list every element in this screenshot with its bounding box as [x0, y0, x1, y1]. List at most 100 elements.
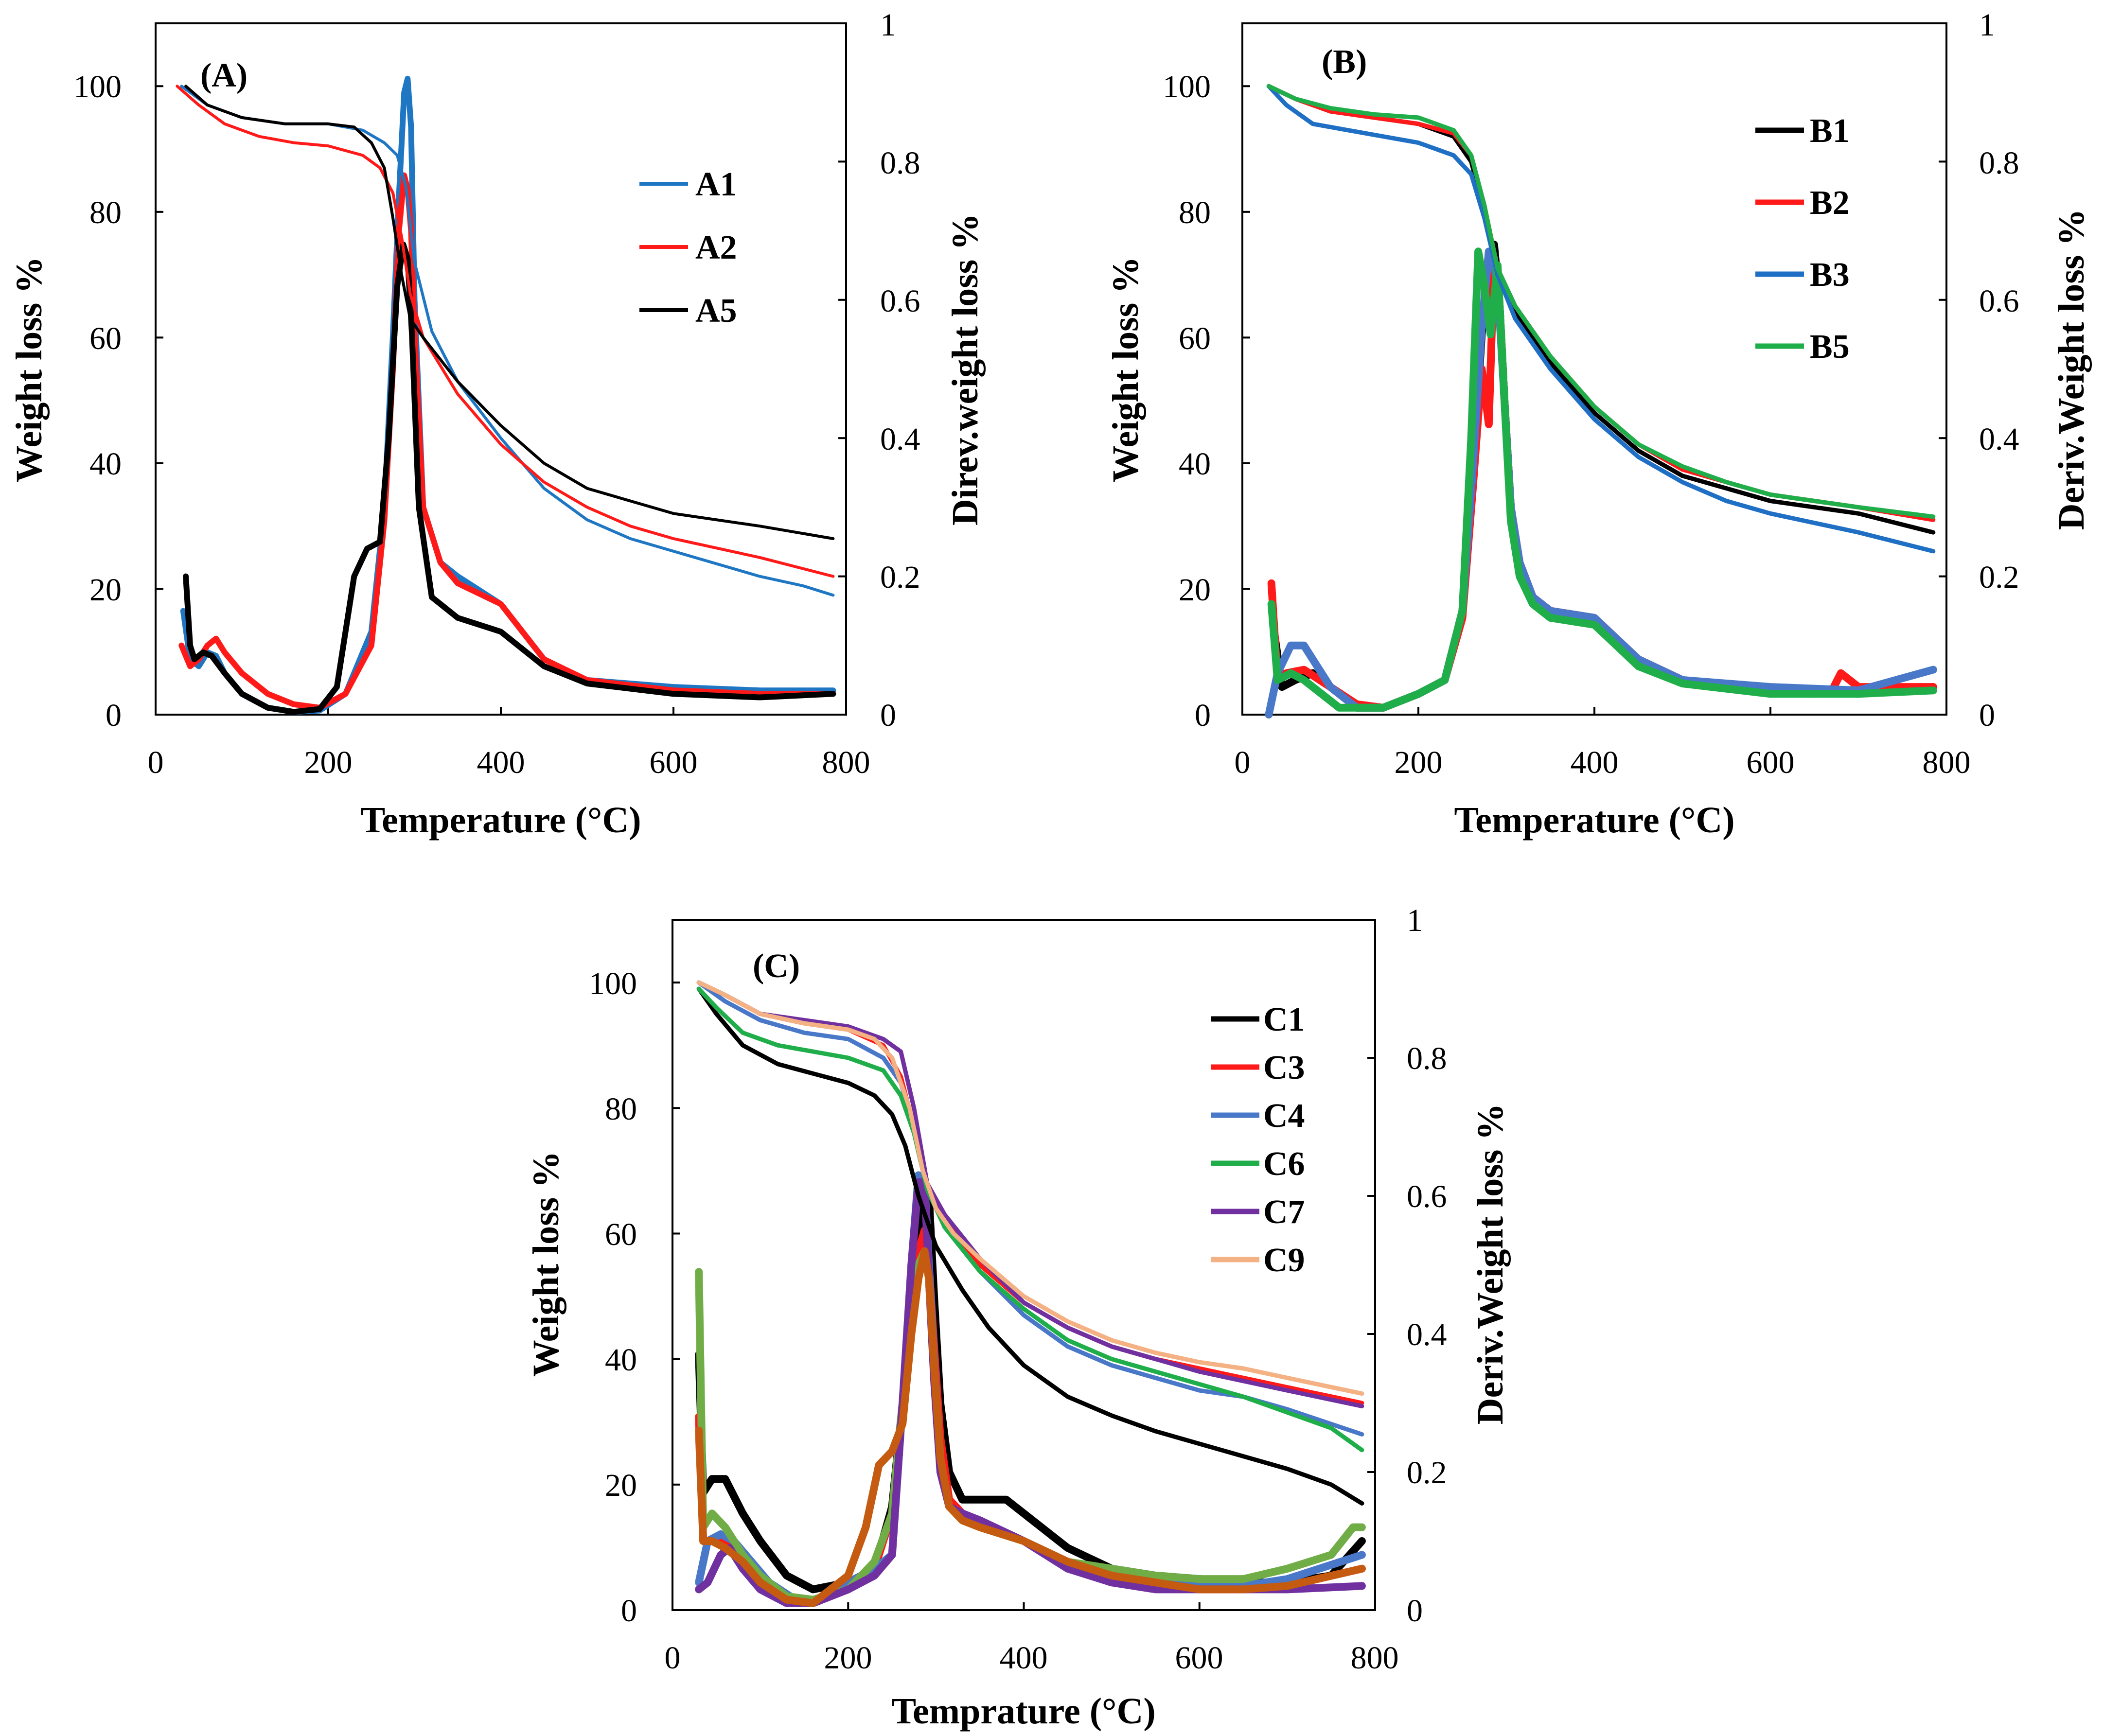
panel-a-y2-tick-1: 1 — [880, 7, 896, 43]
panel-c-chart: 0 200 400 600 800 0 20 40 60 80 100 0 0.… — [526, 903, 1511, 1732]
panel-c-y-tick-100: 100 — [589, 966, 637, 1001]
panel-b-x-tick-800: 800 — [1923, 745, 1971, 780]
panel-b-y2-tick-0.4: 0.4 — [1979, 421, 2019, 457]
panel-b-y2-tick-0: 0 — [1979, 698, 1995, 733]
panel-c-x-axis-label: Temprature (°C) — [891, 1691, 1155, 1732]
series-c1-tga-line — [696, 986, 1364, 1506]
panel-a-y-tick-60: 60 — [89, 321, 122, 356]
panel-a-x-tick-800: 800 — [822, 745, 870, 780]
panel-b-y2-tick-1: 1 — [1979, 7, 1995, 43]
panel-c-x-tick-800: 800 — [1351, 1640, 1399, 1676]
panel-c-x-tick-600: 600 — [1175, 1640, 1223, 1676]
panel-c-x-tick-0: 0 — [665, 1640, 681, 1676]
panel-b-y2-tick-0.2: 0.2 — [1979, 560, 2019, 595]
panel-a-y-tick-0: 0 — [106, 698, 122, 733]
panel-b-x-axis-label: Temperature (°C) — [1454, 800, 1734, 841]
panel-a-y-axis-label: Weight loss % — [9, 257, 50, 483]
panel-a-weight-curves — [176, 85, 835, 597]
panel-c-x-tick-400: 400 — [1000, 1640, 1048, 1676]
panel-c-y2-tick-0.2: 0.2 — [1407, 1455, 1447, 1491]
series-c9-deriv-dtg-line — [695, 1247, 1366, 1607]
panel-b-y-tick-40: 40 — [1179, 446, 1211, 482]
panel-c-legend: C1 C3 C4 C6 C7 C9 — [1211, 1001, 1305, 1279]
panel-b-y-tick-100: 100 — [1163, 69, 1211, 105]
legend-b1-label: B1 — [1810, 112, 1850, 150]
panel-b-y-tick-60: 60 — [1179, 321, 1211, 356]
panel-a-derivative-curves — [178, 75, 836, 715]
legend-c6-label: C6 — [1263, 1145, 1305, 1183]
panel-b-y-axis-label: Weight loss % — [1105, 257, 1146, 483]
panel-a-x-tick-400: 400 — [477, 745, 525, 780]
panel-c-y-tick-40: 40 — [605, 1342, 637, 1378]
panel-b-tag: (B) — [1322, 43, 1367, 81]
panel-a-y2-tick-0.6: 0.6 — [880, 283, 920, 319]
panel-c-y2-tick-0.4: 0.4 — [1407, 1317, 1447, 1352]
panel-a-y-tick-100: 100 — [73, 69, 122, 105]
panel-a-y2-tick-0.4: 0.4 — [880, 421, 920, 457]
legend-b3-label: B3 — [1810, 256, 1850, 294]
panel-b-y-tick-20: 20 — [1179, 572, 1211, 608]
legend-c1-label: C1 — [1263, 1001, 1305, 1038]
panel-a-y2-tick-0.2: 0.2 — [880, 560, 920, 595]
panel-a-plot-frame — [155, 22, 847, 716]
series-b5-tga-line — [1266, 84, 1936, 519]
series-a5-tga-line — [184, 85, 835, 540]
panel-b-y-tick-0: 0 — [1195, 698, 1211, 733]
panel-b-chart: 0 200 400 600 800 0 20 40 60 80 100 0 0.… — [1105, 7, 2092, 841]
panel-c-y2-tick-0.8: 0.8 — [1407, 1041, 1447, 1076]
panel-b-legend: B1 B2 B3 B5 — [1755, 112, 1850, 366]
series-b3-deriv-dtg-line — [1265, 247, 1937, 719]
panel-a-x-axis-label: Temperature (°C) — [360, 800, 641, 841]
panel-c-y-tick-20: 20 — [605, 1468, 637, 1503]
panel-b-derivative-curves — [1265, 241, 1937, 719]
panel-c-derivative-curves — [695, 1171, 1366, 1607]
panel-b-y2-axis-label: Deriv.Weight loss % — [2051, 209, 2092, 530]
legend-c3-label: C3 — [1263, 1049, 1305, 1087]
panel-a-x-tick-200: 200 — [304, 745, 353, 780]
series-b3-tga-line — [1266, 84, 1936, 554]
panel-c-tag: (C) — [753, 947, 800, 985]
panel-b-x-tick-0: 0 — [1235, 745, 1251, 780]
legend-a5-label: A5 — [695, 292, 737, 330]
series-a5-deriv-dtg-line — [183, 242, 836, 715]
panel-a-chart: 0 200 400 600 800 0 20 40 60 80 100 0 0.… — [9, 7, 986, 841]
legend-b2-label: B2 — [1810, 184, 1850, 222]
panel-a-y-tick-80: 80 — [89, 195, 122, 230]
panel-c-weight-curves — [696, 980, 1364, 1506]
panel-b-x-tick-600: 600 — [1747, 745, 1795, 780]
panel-b-x-tick-200: 200 — [1395, 745, 1443, 780]
series-b2-deriv-dtg-line — [1267, 254, 1937, 712]
panel-c-x-tick-200: 200 — [824, 1640, 872, 1676]
series-c7-tga-line — [696, 980, 1364, 1408]
series-a2-tga-line — [176, 85, 835, 578]
panel-b-weight-curves — [1266, 84, 1936, 554]
panel-c-y2-tick-0: 0 — [1407, 1593, 1423, 1629]
series-c6-tga-line — [696, 986, 1364, 1453]
panel-c-y-axis-label: Weight loss % — [526, 1151, 566, 1377]
panel-c-y-tick-80: 80 — [605, 1091, 637, 1127]
legend-c4-label: C4 — [1263, 1097, 1305, 1135]
panel-a-tag: (A) — [200, 57, 248, 94]
panel-a-y-tick-20: 20 — [89, 572, 122, 608]
series-b1-tga-line — [1266, 84, 1936, 535]
panel-c-ticks — [672, 919, 1376, 1611]
series-c3-tga-line — [696, 980, 1364, 1405]
panel-b-y2-tick-0.8: 0.8 — [1979, 145, 2019, 181]
panel-a-x-tick-600: 600 — [650, 745, 698, 780]
panel-a-x-tick-0: 0 — [148, 745, 164, 780]
panel-a-ticks — [155, 22, 847, 716]
panel-a-y-tick-40: 40 — [89, 446, 122, 482]
panel-a-legend: A1 A2 A5 — [639, 166, 737, 330]
legend-a1-label: A1 — [695, 166, 737, 203]
legend-a2-label: A2 — [695, 229, 737, 266]
panel-b-x-tick-400: 400 — [1571, 745, 1619, 780]
panel-b-y-tick-80: 80 — [1179, 195, 1211, 230]
panel-b-ticks — [1241, 22, 1947, 716]
series-b5-deriv-dtg-line — [1267, 247, 1937, 712]
series-c9-tga-line — [696, 980, 1364, 1396]
panel-c-y-tick-60: 60 — [605, 1217, 637, 1252]
legend-b5-label: B5 — [1810, 328, 1850, 366]
legend-c7-label: C7 — [1263, 1193, 1305, 1231]
panel-c-y2-axis-label: Deriv.Weight loss % — [1470, 1104, 1511, 1425]
